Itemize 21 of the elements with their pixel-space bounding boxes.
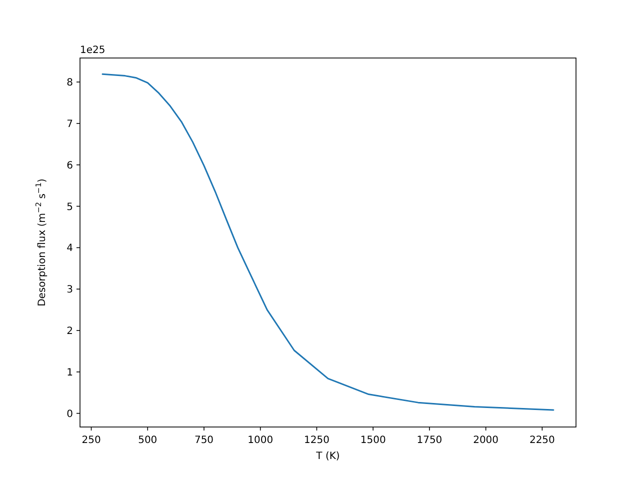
x-tick-label: 1250 — [304, 435, 330, 446]
x-axis-title: T (K) — [315, 451, 340, 462]
x-tick-label: 250 — [82, 435, 101, 446]
y-tick-label: 8 — [66, 78, 73, 89]
x-tick-label: 2000 — [473, 435, 499, 446]
text: 1e25 — [80, 45, 106, 56]
y-tick-label: 0 — [66, 408, 73, 420]
y-tick-label: 3 — [66, 284, 73, 296]
y-tick-label: 7 — [66, 118, 73, 130]
line-series — [102, 73, 554, 411]
y-tick-label: 1 — [66, 367, 73, 378]
y-tick-label: 6 — [66, 160, 73, 172]
y-tick-label: 2 — [66, 326, 73, 338]
x-tick-label: 2250 — [529, 435, 555, 446]
x-tick-label: 1000 — [248, 435, 274, 446]
x-tick-label: 750 — [194, 435, 214, 446]
y-tick-label: 4 — [66, 243, 73, 254]
x-tick-label: 1500 — [360, 435, 386, 446]
x-tick-label: 500 — [138, 435, 158, 446]
y-tick-label: 5 — [66, 202, 73, 213]
x-tick-label: 1750 — [416, 435, 442, 446]
